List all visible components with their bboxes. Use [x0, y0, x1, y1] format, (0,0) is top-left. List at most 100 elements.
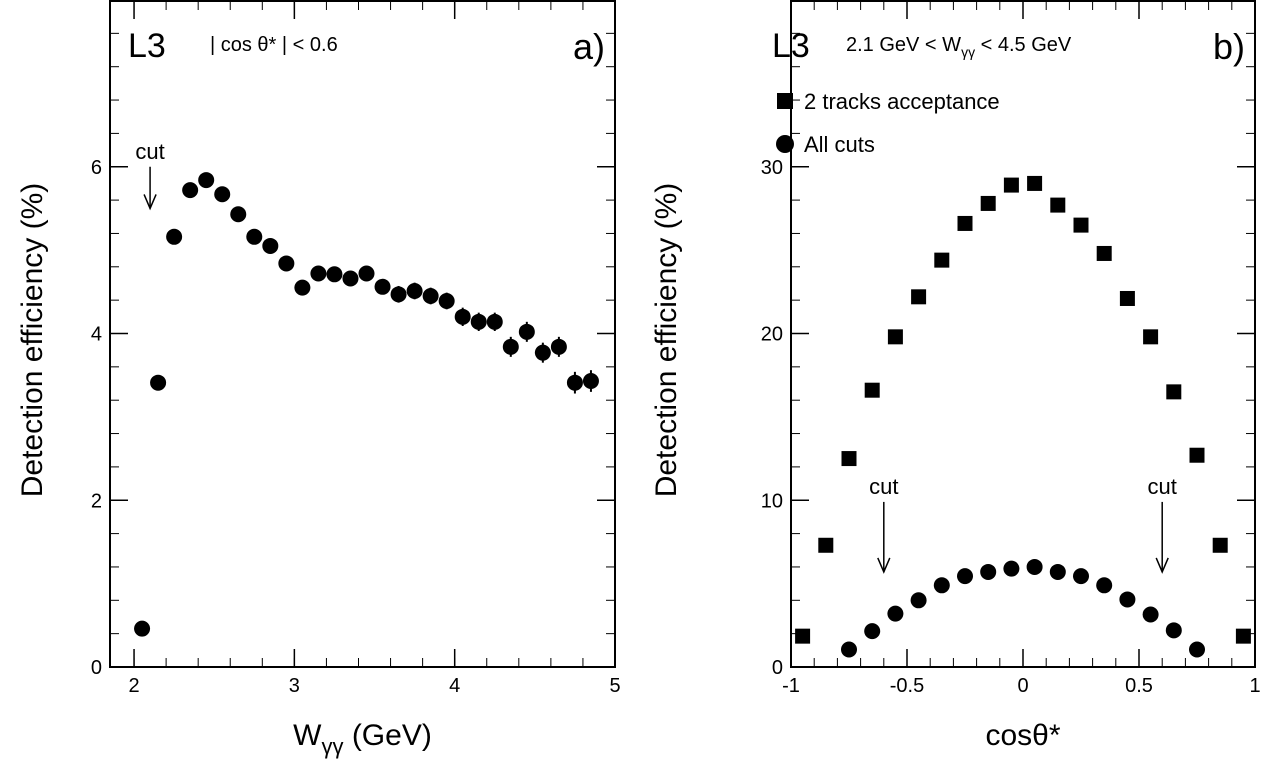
data-point-circle — [1165, 622, 1182, 639]
panel-label: a) — [573, 26, 605, 67]
x-tick-label: 0.5 — [1125, 675, 1153, 697]
data-point-circle — [342, 270, 359, 287]
data-point-circle — [150, 374, 167, 391]
data-point-circle — [1189, 641, 1205, 658]
data-point-circle — [166, 228, 183, 245]
y-tick-label: 2 — [91, 490, 102, 512]
legend-marker-circle — [776, 135, 794, 153]
data-point-circle — [1026, 558, 1043, 575]
experiment-label: L3 — [772, 27, 810, 65]
data-point-circle — [214, 186, 231, 203]
x-tick-label: 4 — [449, 675, 460, 697]
data-point-circle — [310, 265, 327, 282]
data-point-circle — [933, 577, 950, 594]
y-tick-label: 10 — [761, 490, 783, 512]
data-point-circle — [486, 313, 503, 330]
y-axis-label: Detection efficiency (%) — [16, 183, 49, 498]
data-point-circle — [422, 287, 439, 304]
y-tick-label: 20 — [761, 324, 783, 346]
data-point-circle — [534, 344, 551, 361]
data-point-square — [980, 195, 996, 211]
y-tick-label: 6 — [91, 157, 102, 179]
data-point-circle — [582, 373, 599, 390]
data-point-square — [864, 382, 880, 398]
data-point-circle — [1003, 560, 1020, 577]
cut-arrow-head — [1155, 557, 1169, 574]
experiment-label: L3 — [128, 27, 166, 65]
plot-frame — [109, 0, 616, 668]
condition-prefix: 2.1 GeV < W — [846, 34, 961, 56]
series-0 — [134, 172, 599, 637]
data-point-circle — [406, 282, 423, 299]
data-point-square — [1166, 384, 1182, 400]
legend-label: 2 tracks acceptance — [804, 89, 1000, 114]
data-point-circle — [1049, 563, 1066, 580]
x-tick-label: 2 — [128, 675, 139, 697]
data-point-circle — [518, 323, 535, 340]
x-tick-label: 1 — [1249, 675, 1260, 697]
panel-a: 2 3 4 5 0 2 4 6 Detection efficiency (%) Wγγ (GeV… — [16, 0, 621, 759]
data-point-square — [911, 289, 927, 305]
data-point-circle — [1119, 591, 1136, 608]
data-point-square — [957, 215, 973, 231]
data-point-circle — [910, 592, 927, 609]
x-tick-label: -1 — [782, 675, 800, 697]
condition-label: 2.1 GeV < Wγγ < 4.5 GeV — [846, 34, 1072, 60]
data-point-circle — [1073, 568, 1089, 585]
y-tick-label: 4 — [91, 324, 102, 346]
y-tick-label: 0 — [91, 657, 102, 679]
data-point-square — [1189, 447, 1205, 463]
data-point-circle — [566, 374, 583, 391]
data-point-square — [1235, 628, 1251, 644]
data-point-circle — [454, 308, 471, 325]
data-point-circle — [374, 278, 391, 295]
data-point-circle — [864, 623, 881, 640]
data-point-square — [1143, 329, 1159, 345]
condition-label: | cos θ* | < 0.6 — [210, 34, 338, 56]
condition-suffix: < 4.5 GeV — [975, 34, 1072, 56]
data-point-circle — [957, 568, 973, 585]
data-point-circle — [550, 338, 567, 355]
x-tick-label: -0.5 — [890, 675, 924, 697]
data-point-circle — [358, 265, 375, 282]
data-point-circle — [134, 620, 151, 637]
cut-label: cut — [135, 139, 164, 164]
data-point-circle — [502, 338, 519, 355]
x-axis-label: cosθ* — [985, 719, 1060, 752]
x-axis-label-unit: (GeV) — [343, 719, 431, 752]
data-point-square — [1050, 197, 1066, 213]
data-point-circle — [278, 255, 295, 272]
x-axis-label: Wγγ (GeV) — [293, 719, 432, 759]
series-0 — [795, 175, 1251, 644]
data-point-circle — [262, 237, 279, 254]
data-point-square — [1119, 290, 1135, 306]
data-point-circle — [841, 641, 857, 658]
cut-label: cut — [869, 474, 898, 499]
cut-arrow-head — [143, 194, 157, 211]
data-point-circle — [246, 228, 263, 245]
data-point-square — [795, 628, 811, 644]
condition-sub: γγ — [961, 44, 975, 60]
cut-label: cut — [1148, 474, 1177, 499]
data-point-circle — [230, 206, 247, 223]
x-axis-label-sub: γγ — [321, 734, 343, 759]
data-point-square — [818, 537, 834, 553]
data-point-circle — [198, 172, 215, 189]
y-tick-label: 30 — [761, 157, 783, 179]
data-point-square — [887, 329, 903, 345]
panel-label: b) — [1213, 26, 1245, 67]
x-axis-label-main: W — [293, 719, 322, 752]
y-axis-label: Detection efficiency (%) — [650, 183, 683, 498]
series-1 — [841, 558, 1205, 658]
data-point-circle — [1096, 577, 1113, 594]
data-point-square — [934, 252, 950, 268]
x-tick-label: 5 — [609, 675, 620, 697]
cut-arrow-head — [877, 557, 891, 574]
data-point-circle — [294, 279, 311, 296]
legend: 2 tracks acceptance All cuts — [776, 89, 1000, 157]
data-point-circle — [390, 286, 407, 303]
data-point-circle — [980, 563, 997, 580]
data-point-circle — [470, 313, 487, 330]
